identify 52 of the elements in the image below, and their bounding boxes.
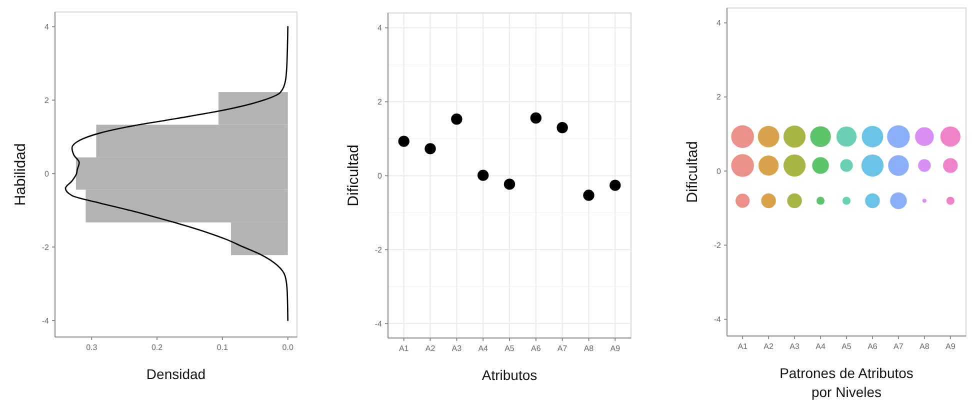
y-tick-label: -4	[42, 316, 50, 326]
point	[530, 112, 542, 124]
x-tick-label: 0.1	[216, 343, 229, 352]
y-axis-title: Dificultad	[345, 144, 362, 206]
y-tick-label: 0	[716, 166, 722, 176]
x-tick-label: A2	[764, 342, 774, 351]
point	[504, 178, 516, 190]
x-tick-label: A9	[946, 342, 956, 351]
x-tick-label: A4	[816, 342, 826, 351]
x-tick-label: 0.2	[151, 343, 164, 352]
y-tick-label: -4	[374, 319, 383, 328]
y-tick-label: -2	[42, 242, 50, 252]
x-tick-label: 0.0	[282, 343, 294, 352]
y-tick-label: -4	[714, 315, 722, 324]
x-axis-title: Patrones de Atributos por Niveles	[780, 365, 914, 400]
y-tick-label: 4	[378, 24, 383, 33]
x-tick-label: A4	[478, 344, 489, 353]
y-axis-title: Dificultad	[684, 141, 701, 203]
y-tick-label: 0	[44, 169, 50, 178]
x-tick-label: A9	[610, 344, 621, 353]
y-tick-label: 2	[378, 98, 383, 107]
y-tick-label: -2	[714, 241, 722, 250]
x-tick-label: A3	[790, 342, 800, 351]
x-tick-label: A5	[504, 344, 515, 353]
x-tick-label: A7	[557, 344, 568, 353]
x-tick-label: A6	[531, 344, 542, 353]
point	[583, 190, 594, 201]
y-tick-label: 4	[44, 22, 50, 32]
x-tick-label: A6	[868, 342, 878, 351]
point	[477, 170, 489, 181]
x-axis-title: Atributos	[482, 367, 538, 383]
x-tick-label: 0.3	[86, 343, 98, 352]
y-axis-title: Habilidad	[12, 143, 29, 206]
x-tick-label: A7	[894, 342, 904, 351]
y-tick-label: -2	[374, 245, 383, 254]
point	[451, 114, 462, 125]
y-tick-label: 4	[716, 18, 722, 28]
y-tick-label: 2	[44, 96, 50, 105]
point	[398, 136, 410, 147]
x-tick-label: A8	[920, 342, 930, 351]
x-tick-label: A5	[842, 342, 852, 351]
x-tick-label: A1	[398, 344, 410, 353]
x-tick-label: A2	[425, 344, 436, 353]
point	[424, 143, 436, 154]
y-tick-label: 0	[378, 171, 383, 180]
x-tick-label: A8	[584, 344, 594, 353]
y-tick-label: 2	[716, 92, 722, 102]
x-tick-label: A3	[452, 344, 462, 353]
point	[556, 122, 568, 134]
x-axis-title: Densidad	[146, 366, 206, 382]
x-tick-label: A1	[738, 342, 748, 351]
point	[610, 180, 621, 191]
